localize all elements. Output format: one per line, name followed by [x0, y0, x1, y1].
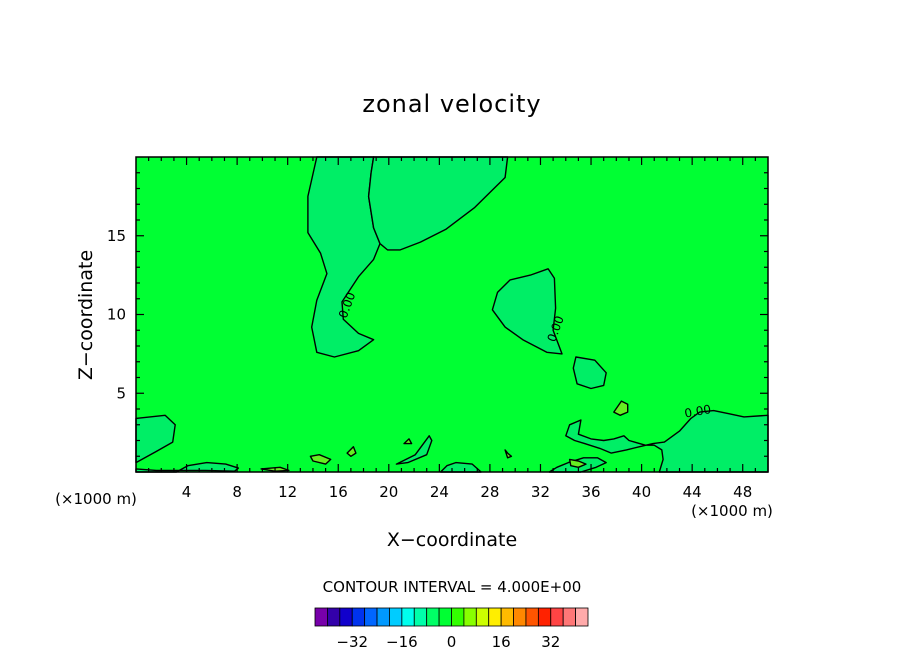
colorbar-swatch	[426, 607, 440, 627]
contour-region-positive-13	[346, 446, 357, 457]
x-tick-label: 44	[683, 483, 702, 501]
colorbar-swatch	[339, 607, 353, 627]
x-tick-label: 40	[632, 483, 651, 501]
chart-title: zonal velocity	[362, 90, 541, 118]
x-tick-label: 28	[480, 483, 499, 501]
colorbar-tick-label: 0	[447, 633, 457, 651]
colorbar-swatch	[364, 607, 378, 627]
colorbar-swatch	[513, 607, 527, 627]
y-axis: 5 10 15	[107, 172, 768, 457]
contour-region-negative-3	[491, 268, 563, 355]
x-tick-label: 8	[232, 483, 242, 501]
colorbar-swatch	[438, 607, 452, 627]
contour-region-negative-7	[395, 435, 433, 465]
colorbar-tick-label: −16	[386, 633, 418, 651]
colorbar-swatch	[575, 607, 589, 627]
y-tick-label: 10	[107, 306, 126, 324]
colorbar-swatch	[562, 607, 576, 627]
x-tick-label: 48	[733, 483, 752, 501]
colorbar-swatch	[413, 607, 428, 627]
colorbar-swatch	[327, 607, 341, 627]
x-tick-label: 32	[531, 483, 550, 501]
colorbar-tick-label: 16	[492, 633, 511, 651]
contour-region-negative-4	[572, 356, 607, 390]
colorbar-swatch	[488, 607, 502, 627]
plot-area: 0.000.000.00	[135, 156, 769, 473]
x-tick-label: 12	[278, 483, 297, 501]
colorbar-swatch	[401, 607, 415, 627]
contour-label-3: 0.00	[683, 402, 712, 420]
contour-region-positive-12	[309, 454, 332, 465]
x-axis-label: X−coordinate	[387, 529, 517, 551]
colorbar-swatch	[550, 607, 564, 627]
contour-region-positive-15	[504, 449, 513, 459]
contour-region-negative-6	[565, 409, 769, 473]
colorbar-swatch	[451, 607, 465, 627]
colorbar-swatch	[537, 607, 552, 627]
colorbar-swatch	[351, 607, 366, 627]
x-tick-label: 20	[379, 483, 398, 501]
colorbar-swatch	[525, 607, 539, 627]
colorbar-swatch	[463, 607, 477, 627]
colorbar-swatch	[376, 607, 390, 627]
colorbar-swatch	[389, 607, 403, 627]
colorbar-tick-label: −32	[336, 633, 368, 651]
contour-region-positive-16	[568, 458, 587, 468]
x-tick-label: 4	[182, 483, 192, 501]
colorbar-swatch	[500, 607, 514, 627]
y-tick-label: 5	[116, 384, 126, 402]
contour-region-negative-2	[367, 156, 509, 251]
colorbar-tick-label: 32	[541, 633, 560, 651]
x-units-right: (×1000 m)	[691, 502, 773, 520]
x-tick-label: 16	[329, 483, 348, 501]
contour-region-negative-8	[135, 461, 240, 473]
x-tick-label: 24	[430, 483, 449, 501]
colorbar-swatch	[475, 607, 490, 627]
contour-interval: CONTOUR INTERVAL = 4.000E+00	[323, 578, 582, 596]
contour-region-positive-11	[613, 400, 629, 416]
colorbar-swatch	[314, 607, 328, 627]
x-axis: 4 8 12 16 20 24 28 32 36 40 44 48	[148, 157, 756, 501]
contour-region-positive-14	[403, 438, 413, 445]
y-tick-label: 15	[107, 227, 126, 245]
y-axis-label: Z−coordinate	[75, 250, 97, 380]
x-tick-label: 36	[581, 483, 600, 501]
x-units-left: (×1000 m)	[55, 490, 137, 508]
colorbar: −32 −16 0 16 32	[314, 607, 589, 651]
